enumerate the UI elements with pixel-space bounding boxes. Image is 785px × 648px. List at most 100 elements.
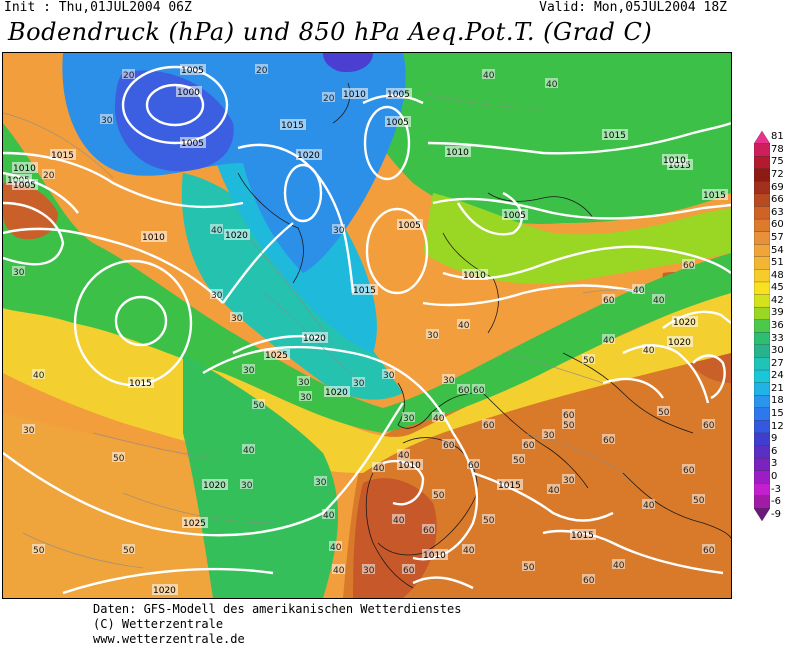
temperature-label: 30 — [12, 266, 25, 278]
pressure-labels: 1005 1005 1000 1005 1010 1010 1005 1015 1020 1005… — [6, 64, 728, 596]
temperature-label: 50 — [512, 454, 525, 466]
svg-text:20: 20 — [256, 66, 268, 76]
temperature-label: 50 — [432, 489, 445, 501]
map-title: Bodendruck (hPa) und 850 hPa Aeq.Pot.T. … — [8, 18, 653, 46]
color-scale-label: 27 — [771, 357, 784, 369]
color-scale-cell — [754, 420, 770, 434]
svg-text:30: 30 — [353, 379, 365, 389]
svg-text:30: 30 — [241, 481, 253, 491]
pressure-label: 1025 — [182, 517, 208, 529]
color-scale-label: -3 — [771, 483, 781, 495]
color-scale-cell — [754, 206, 770, 220]
svg-text:50: 50 — [113, 454, 125, 464]
svg-text:60: 60 — [403, 566, 415, 576]
temperature-labels: 20 20302020404030304030303040506040403030… — [12, 64, 715, 586]
temperature-label: 30 — [230, 312, 243, 324]
color-scale-cell — [754, 269, 770, 283]
svg-text:40: 40 — [330, 543, 342, 553]
pressure-label: 1010 — [12, 162, 38, 174]
svg-text:40: 40 — [33, 371, 45, 381]
svg-text:50: 50 — [658, 408, 670, 418]
svg-text:30: 30 — [403, 414, 415, 424]
pressure-label: 1020 — [302, 332, 328, 344]
pressure-label: 1015 — [280, 119, 306, 131]
svg-text:40: 40 — [643, 501, 655, 511]
svg-text:50: 50 — [523, 563, 535, 573]
svg-text:30: 30 — [101, 116, 113, 126]
temperature-label: 40 — [392, 514, 405, 526]
svg-text:60: 60 — [703, 421, 715, 431]
temperature-label: 20 — [255, 64, 268, 76]
temperature-label: 30 — [100, 114, 113, 126]
color-scale-bar — [754, 131, 770, 521]
svg-text:40: 40 — [393, 516, 405, 526]
color-scale-cell — [754, 143, 770, 157]
data-source-line: Daten: GFS-Modell des amerikanischen Wet… — [93, 602, 462, 616]
temperature-label: 30 — [542, 429, 555, 441]
pressure-label: 1015 — [352, 284, 378, 296]
pressure-label: 1020 — [672, 316, 698, 328]
color-scale-label: 45 — [771, 282, 784, 294]
svg-text:1015: 1015 — [703, 191, 726, 201]
pressure-label: 1015 — [570, 529, 596, 541]
temperature-label: 30 — [210, 289, 223, 301]
color-scale-label: 33 — [771, 332, 784, 344]
svg-text:40: 40 — [483, 71, 495, 81]
pressure-label: 1015 — [128, 377, 154, 389]
temperature-label: 60 — [422, 524, 435, 536]
color-scale-label: 39 — [771, 307, 784, 319]
svg-text:1010: 1010 — [663, 156, 686, 166]
svg-text:60: 60 — [563, 411, 575, 421]
pressure-label: 1005 — [385, 116, 411, 128]
svg-text:1025: 1025 — [183, 519, 206, 529]
svg-text:60: 60 — [603, 296, 615, 306]
temperature-label: 60 — [602, 294, 615, 306]
svg-text:30: 30 — [363, 566, 375, 576]
pressure-label: 1005 — [397, 219, 423, 231]
temperature-label: 40 — [602, 334, 615, 346]
pressure-label: 1000 — [176, 86, 202, 98]
svg-text:40: 40 — [333, 566, 345, 576]
svg-text:40: 40 — [323, 511, 335, 521]
svg-text:50: 50 — [513, 456, 525, 466]
color-scale-label: 18 — [771, 395, 784, 407]
color-scale-cell — [754, 344, 770, 358]
green-ne-band — [423, 193, 731, 284]
svg-text:1015: 1015 — [571, 531, 594, 541]
svg-text:1020: 1020 — [325, 388, 348, 398]
svg-text:40: 40 — [613, 561, 625, 571]
color-scale-cell — [754, 407, 770, 421]
svg-text:50: 50 — [563, 421, 575, 431]
pressure-label: 1015 — [497, 479, 523, 491]
svg-text:40: 40 — [546, 80, 558, 90]
svg-text:20: 20 — [323, 94, 335, 104]
temperature-label: 40 — [632, 284, 645, 296]
svg-text:60: 60 — [703, 546, 715, 556]
temperature-label: 30 — [402, 412, 415, 424]
temperature-label: 60 — [482, 419, 495, 431]
temperature-label: 40 — [210, 224, 223, 236]
website-line: www.wetterzentrale.de — [93, 632, 245, 646]
svg-text:60: 60 — [443, 441, 455, 451]
svg-text:50: 50 — [433, 491, 445, 501]
color-scale-cell — [754, 131, 770, 144]
color-scale-label: -6 — [771, 496, 781, 508]
color-scale-label: 42 — [771, 294, 784, 306]
svg-text:30: 30 — [443, 376, 455, 386]
svg-text:60: 60 — [468, 461, 480, 471]
temperature-label: 40 — [642, 499, 655, 511]
temperature-label: 50 — [122, 544, 135, 556]
svg-text:1005: 1005 — [387, 90, 410, 100]
color-scale-label: 21 — [771, 382, 784, 394]
svg-text:1015: 1015 — [281, 121, 304, 131]
temperature-label: 50 — [482, 514, 495, 526]
svg-text:1010: 1010 — [423, 551, 446, 561]
temperature-label: 40 — [32, 369, 45, 381]
color-scale-cell — [754, 445, 770, 459]
color-scale-cell — [754, 395, 770, 409]
color-scale-cell — [754, 281, 770, 295]
svg-text:1010: 1010 — [398, 461, 421, 471]
temperature-label: 40 — [332, 564, 345, 576]
temperature-label: 20 — [122, 69, 135, 81]
color-scale-label: 24 — [771, 370, 784, 382]
